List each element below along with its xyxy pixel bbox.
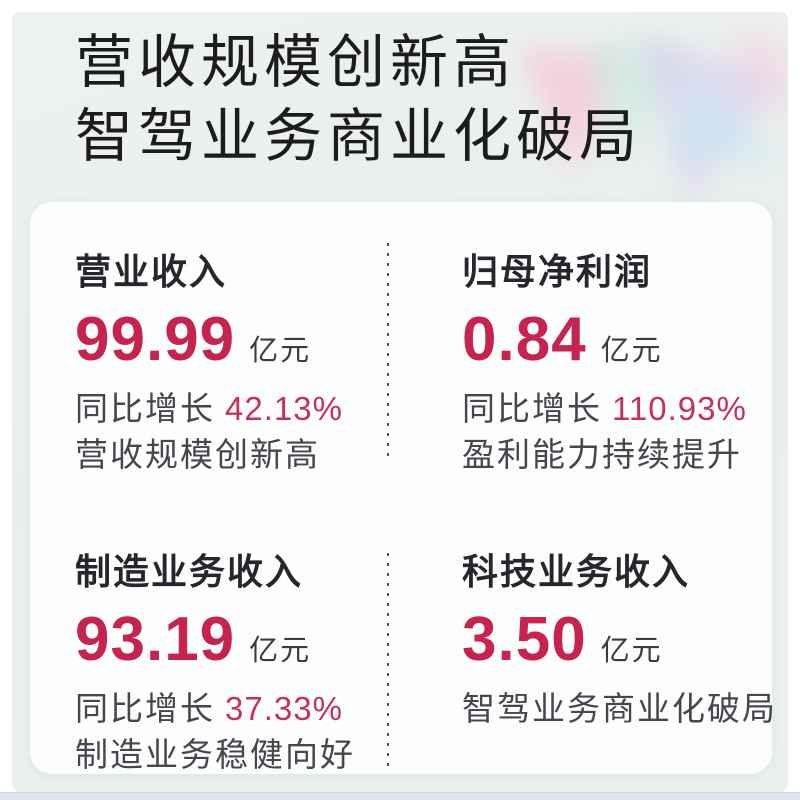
metric-growth-line: 同比增长 37.33% [75,689,401,729]
metric-value-row: 99.99 亿元 [75,305,401,374]
metric-note: 制造业务稳健向好 [75,736,355,773]
metric-value: 0.84 [462,305,587,374]
growth-label: 同比增长 [75,390,215,427]
metric-note: 智驾业务商业化破局 [462,690,772,727]
metric-cell-technology-revenue: 科技业务收入 3.50 亿元 智驾业务商业化破局 [401,488,772,774]
growth-value: 110.93% [612,390,747,427]
metric-unit: 亿元 [600,335,663,367]
title-line-2: 智驾业务商业化破局 [75,104,643,169]
metric-value-row: 3.50 亿元 [462,605,772,674]
metric-value: 93.19 [75,605,236,674]
metric-cell-manufacturing-revenue: 制造业务收入 93.19 亿元 同比增长 37.33% 制造业务稳健向好 [30,488,401,774]
metric-title: 归母净利润 [462,251,653,292]
metric-value: 3.50 [462,605,587,674]
metric-unit: 亿元 [249,335,312,367]
metric-cell-operating-revenue: 营业收入 99.99 亿元 同比增长 42.13% 营收规模创新高 [30,202,401,488]
metric-note: 盈利能力持续提升 [462,436,742,473]
growth-value: 42.13% [225,390,343,427]
growth-value: 37.33% [225,690,343,727]
cropped-next-section-edge [0,792,800,800]
metric-unit: 亿元 [600,635,663,667]
metric-note: 营收规模创新高 [75,436,320,473]
growth-label: 同比增长 [462,390,602,427]
metrics-card: 营业收入 99.99 亿元 同比增长 42.13% 营收规模创新高 归母净利润 0… [30,202,772,774]
metric-value-row: 93.19 亿元 [75,605,401,674]
metric-value-row: 0.84 亿元 [462,305,772,374]
growth-label: 同比增长 [75,690,215,727]
metric-title: 营业收入 [75,251,228,292]
dotted-divider-bottom [387,553,389,768]
metric-value: 99.99 [75,305,236,374]
metric-growth-line: 同比增长 110.93% [462,389,772,429]
metric-cell-net-profit: 归母净利润 0.84 亿元 同比增长 110.93% 盈利能力持续提升 [401,202,772,488]
metric-title: 科技业务收入 [462,551,691,592]
poster-canvas: 营收规模创新高 智驾业务商业化破局 营业收入 99.99 亿元 同比增长 42.1… [12,12,788,792]
poster-title: 营收规模创新高 智驾业务商业化破局 [75,26,642,174]
dotted-divider-top [387,243,389,458]
metric-title: 制造业务收入 [75,551,304,592]
title-line-1: 营收规模创新高 [75,30,517,95]
metric-unit: 亿元 [249,635,312,667]
metric-growth-line: 同比增长 42.13% [75,389,401,429]
